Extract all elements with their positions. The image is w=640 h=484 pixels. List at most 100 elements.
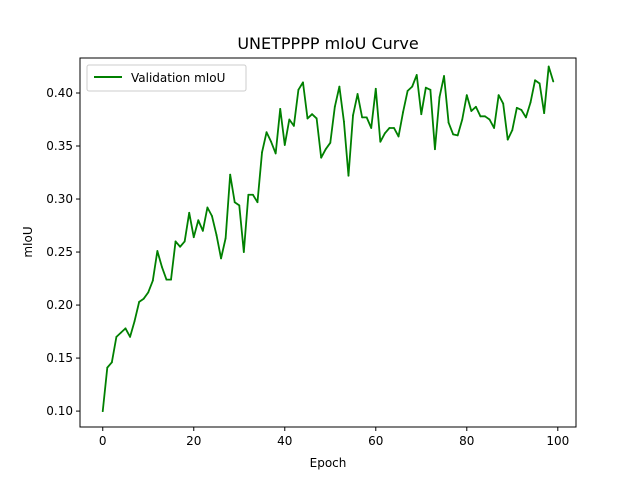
data-point xyxy=(170,278,172,281)
x-tick-label: 80 xyxy=(459,434,474,448)
data-point xyxy=(520,109,523,111)
data-point xyxy=(461,118,464,121)
y-axis: 0.10 0.15 0.20 0.25 0.30 0.35 0.40 xyxy=(46,86,80,418)
x-tick-label: 0 xyxy=(99,434,107,448)
series-layer xyxy=(101,65,555,412)
data-point xyxy=(233,201,236,204)
data-point xyxy=(452,133,455,136)
data-point xyxy=(361,116,364,119)
data-point xyxy=(306,117,309,120)
data-point xyxy=(106,366,109,369)
y-tick-label: 0.25 xyxy=(46,245,73,259)
data-point xyxy=(101,410,104,412)
data-point xyxy=(443,75,445,77)
data-point xyxy=(292,124,295,127)
data-point xyxy=(120,331,122,334)
data-point xyxy=(147,291,150,294)
data-point xyxy=(142,297,145,300)
data-point xyxy=(297,88,300,91)
data-point xyxy=(479,115,482,118)
data-point xyxy=(552,80,555,83)
y-tick-label: 0.35 xyxy=(46,139,73,153)
data-point xyxy=(511,129,514,132)
data-point xyxy=(493,127,495,129)
data-point xyxy=(256,201,259,204)
data-point xyxy=(315,117,318,120)
data-point xyxy=(406,89,409,92)
data-point xyxy=(547,65,550,68)
data-point xyxy=(506,138,509,141)
data-point xyxy=(229,173,232,176)
data-point xyxy=(365,116,368,119)
legend-box xyxy=(86,64,247,92)
y-tick-label: 0.30 xyxy=(46,192,73,206)
data-point xyxy=(115,335,118,338)
data-point xyxy=(447,121,450,124)
data-point xyxy=(370,127,373,129)
data-point xyxy=(543,112,546,115)
data-point xyxy=(151,279,154,282)
chart-title: UNETPPPP mIoU Curve xyxy=(237,34,418,53)
data-point xyxy=(470,110,473,112)
y-axis-label: mIoU xyxy=(21,226,35,257)
data-point xyxy=(484,115,486,118)
data-point xyxy=(261,151,263,154)
data-point xyxy=(133,320,136,322)
data-point xyxy=(192,236,195,239)
data-point xyxy=(352,114,354,117)
data-point xyxy=(424,86,427,89)
data-point xyxy=(138,300,141,303)
data-point xyxy=(488,118,491,121)
data-point xyxy=(129,335,131,338)
legend-label: Validation mIoU xyxy=(131,71,225,85)
data-point xyxy=(211,215,213,217)
x-axis-label: Epoch xyxy=(310,456,347,470)
data-point xyxy=(161,265,163,268)
data-point xyxy=(156,250,159,252)
data-point xyxy=(320,156,323,159)
x-tick-label: 40 xyxy=(277,434,292,448)
data-point xyxy=(201,229,204,232)
data-point xyxy=(179,245,182,248)
legend: Validation mIoU xyxy=(86,64,247,92)
data-point xyxy=(534,79,536,82)
data-point xyxy=(525,116,527,119)
data-point xyxy=(474,105,477,108)
data-point xyxy=(302,81,304,84)
y-tick-label: 0.10 xyxy=(46,404,73,418)
data-point xyxy=(252,193,254,196)
data-point xyxy=(393,127,395,129)
data-point xyxy=(183,240,186,243)
data-point xyxy=(529,101,532,104)
data-point xyxy=(206,206,209,209)
data-point xyxy=(497,94,500,97)
data-point xyxy=(333,105,336,108)
series-line xyxy=(101,65,555,412)
data-point xyxy=(220,257,222,260)
data-point xyxy=(388,127,391,129)
data-point xyxy=(165,278,168,281)
y-tick-label: 0.40 xyxy=(46,86,73,100)
x-tick-label: 100 xyxy=(546,434,569,448)
axes-frame xyxy=(79,57,577,428)
data-point xyxy=(224,237,227,240)
data-point xyxy=(374,87,377,90)
data-point xyxy=(188,211,191,214)
data-point xyxy=(456,134,459,137)
data-point xyxy=(197,219,200,222)
x-tick-label: 60 xyxy=(368,434,383,448)
data-point xyxy=(324,148,327,151)
y-tick-label: 0.20 xyxy=(46,298,73,312)
data-point xyxy=(420,113,423,116)
data-point xyxy=(242,251,245,253)
data-point xyxy=(415,74,418,76)
data-point xyxy=(247,193,250,196)
data-point xyxy=(429,88,432,91)
data-point xyxy=(515,106,518,109)
data-point xyxy=(379,140,382,143)
data-point xyxy=(397,135,400,138)
data-point xyxy=(502,102,505,105)
data-point xyxy=(110,361,113,364)
data-point xyxy=(438,96,441,99)
